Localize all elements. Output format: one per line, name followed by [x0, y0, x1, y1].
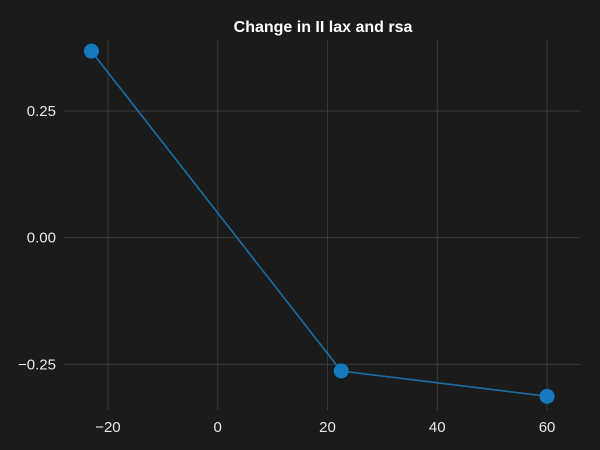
- chart-title: Change in II lax and rsa: [234, 19, 413, 36]
- y-tick-label: 0.25: [27, 103, 56, 120]
- x-tick-label: −20: [95, 419, 120, 436]
- y-tick-label: 0.00: [27, 230, 56, 247]
- grid: [64, 40, 580, 410]
- x-tick-label: 60: [539, 419, 556, 436]
- x-tick-label: 20: [319, 419, 336, 436]
- data-point: [83, 43, 99, 59]
- x-tick-label: 0: [214, 419, 222, 436]
- data-point: [333, 363, 349, 379]
- series: [83, 43, 555, 404]
- x-tick-label: 40: [429, 419, 446, 436]
- y-tick-label: −0.25: [18, 356, 56, 373]
- tick-labels: −20 0 20 40 60 0.25 0.00 −0.25: [18, 103, 555, 436]
- data-point: [539, 388, 555, 404]
